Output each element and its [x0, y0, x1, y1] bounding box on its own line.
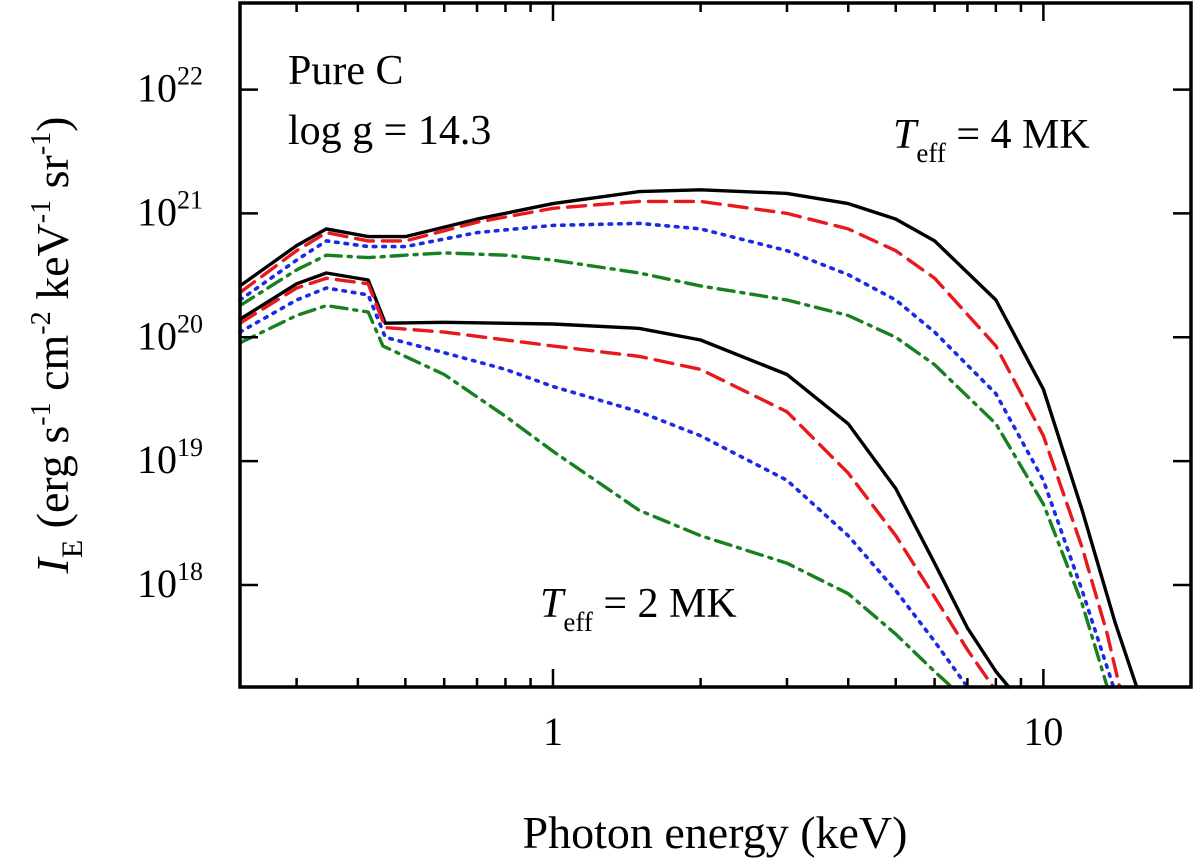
tick-layer: 1 10 1018 1019 1020 1021 1022: [137, 3, 1191, 754]
teff-hot-annotation: Teff = 4 MK: [893, 112, 1090, 168]
series-line-solid-teff-2mk: [238, 271, 1011, 689]
teff-cold-annotation: Teff = 2 MK: [540, 581, 737, 637]
x-tick-label: 1: [543, 709, 563, 754]
composition-annotation: Pure C: [288, 48, 404, 94]
y-tick-label: 1022: [137, 62, 203, 111]
series-line-solid-teff-4mk: [238, 188, 1139, 689]
gravity-annotation: log g = 14.3: [288, 108, 491, 154]
x-tick-label: 10: [1023, 709, 1063, 754]
series-line-dashdot-teff-4mk: [238, 251, 1110, 689]
series-line-dashed-teff-4mk: [238, 199, 1122, 689]
y-tick-label: 1020: [137, 309, 203, 358]
y-tick-label: 1021: [137, 185, 203, 234]
series-line-dashed-teff-2mk: [238, 276, 995, 689]
series-line-dashdot-teff-2mk: [238, 303, 954, 689]
series-line-dotted-teff-4mk: [238, 221, 1116, 689]
y-axis-title: IE (erg s-1 cm-2 keV-1 sr-1): [26, 117, 89, 575]
series-layer: [238, 188, 1139, 689]
y-tick-label: 1019: [137, 433, 203, 482]
x-axis-title: Photon energy (keV): [523, 807, 908, 858]
plot-frame: [238, 1, 1193, 689]
y-tick-label: 1018: [137, 557, 203, 606]
series-line-dotted-teff-2mk: [238, 286, 970, 689]
